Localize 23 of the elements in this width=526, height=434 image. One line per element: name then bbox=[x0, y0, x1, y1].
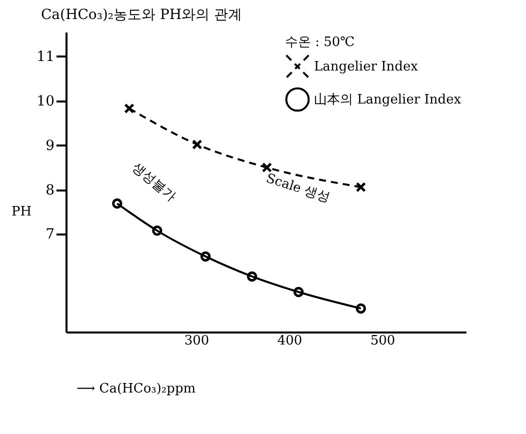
legend-title: 수온 : 50℃ bbox=[285, 35, 355, 50]
x-tick-label: 400 bbox=[277, 334, 302, 348]
point bbox=[192, 139, 202, 150]
x-tick-label: 300 bbox=[184, 334, 210, 348]
point bbox=[124, 103, 134, 114]
x-axis-title: ⟶ Ca(HCo₃)₂ppm bbox=[76, 382, 196, 396]
point bbox=[262, 162, 272, 173]
annotation: Scale 생성 bbox=[264, 171, 332, 206]
y-axis-title: PH bbox=[11, 204, 32, 220]
point bbox=[356, 182, 366, 192]
legend-label: Langelier Index bbox=[314, 60, 419, 74]
y-tick-label: 7 bbox=[46, 226, 54, 243]
point bbox=[152, 226, 162, 236]
y-tick-label: 9 bbox=[46, 138, 54, 154]
y-tick-label: 10 bbox=[36, 93, 54, 110]
point bbox=[246, 271, 258, 282]
chart-title: Ca(HCo₃)₂농도와 PH와의 관계 bbox=[40, 7, 242, 23]
y-tick-label: 11 bbox=[36, 48, 54, 65]
y-tick-label: 8 bbox=[46, 182, 54, 198]
point bbox=[200, 251, 211, 262]
legend-label: 山本의 Langelier Index bbox=[314, 92, 462, 108]
point bbox=[293, 286, 304, 298]
x-tick-label: 500 bbox=[370, 334, 396, 348]
